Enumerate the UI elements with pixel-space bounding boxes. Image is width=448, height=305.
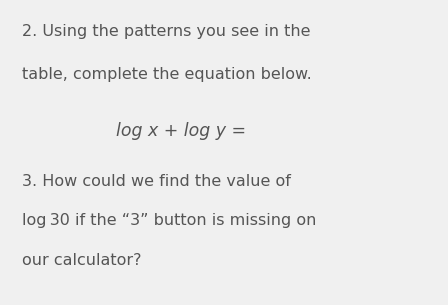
Text: log x + log y =: log x + log y = [116, 122, 246, 140]
Text: table, complete the equation below.: table, complete the equation below. [22, 67, 312, 82]
Text: our calculator?: our calculator? [22, 253, 142, 268]
Text: log 30 if the “3” button is missing on: log 30 if the “3” button is missing on [22, 214, 317, 228]
Text: 3. How could we find the value of: 3. How could we find the value of [22, 174, 291, 189]
Text: 2. Using the patterns you see in the: 2. Using the patterns you see in the [22, 24, 311, 39]
